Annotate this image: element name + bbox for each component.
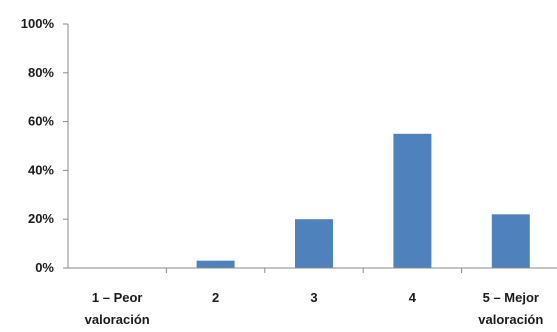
y-tick-label: 0%	[35, 260, 54, 275]
bar-2	[196, 260, 235, 268]
x-category-label: valoración	[85, 312, 150, 327]
y-tick-label: 80%	[28, 65, 54, 80]
y-tick-label: 20%	[28, 211, 54, 226]
x-axis: 1 – Peor valoración 2 3 4 5 – Mejor valoración	[68, 267, 557, 327]
x-category-label: valoración	[478, 312, 543, 327]
bar-5	[491, 214, 530, 268]
y-tick-label: 60%	[28, 114, 54, 129]
x-category-label: 1 – Peor	[92, 290, 143, 305]
bar-4	[393, 133, 432, 268]
x-category-label: 4	[409, 290, 417, 305]
y-tick-label: 100%	[21, 16, 55, 31]
bars	[196, 133, 530, 268]
y-axis: 0% 20% 40% 60% 80% 100%	[21, 16, 69, 275]
bar-3	[295, 219, 333, 268]
x-category-label: 3	[310, 290, 317, 305]
y-tick-label: 40%	[28, 162, 54, 177]
x-category-label: 5 – Mejor	[483, 290, 539, 305]
x-category-label: 2	[212, 290, 219, 305]
